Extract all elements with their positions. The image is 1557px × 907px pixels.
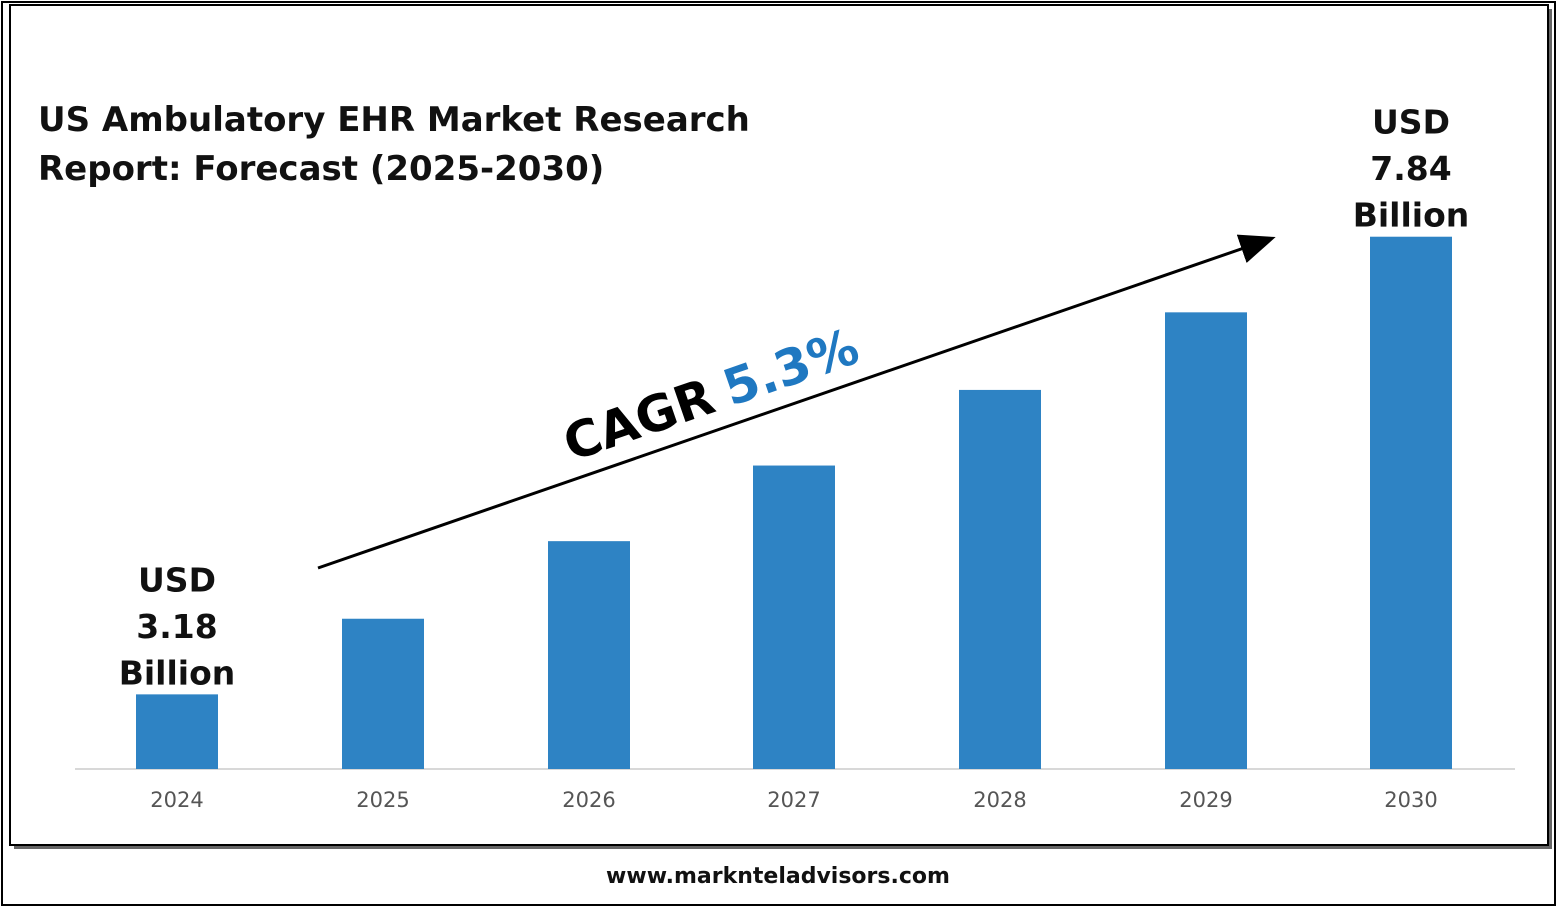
footer: www.marknteladvisors.com — [606, 864, 950, 889]
trend-arrow — [317, 234, 1276, 570]
x-tick-label: 2026 — [562, 788, 615, 812]
bar — [1165, 312, 1247, 769]
x-tick-label: 2029 — [1179, 788, 1232, 812]
bar — [753, 465, 835, 769]
bar — [959, 389, 1041, 769]
value-label: USD 3.18 Billion — [119, 560, 236, 692]
x-tick-label: 2030 — [1384, 788, 1437, 812]
bar — [548, 541, 630, 769]
chart-title: US Ambulatory EHR Market Research Report… — [38, 100, 750, 189]
bar — [136, 694, 218, 769]
x-tick-label: 2025 — [356, 788, 409, 812]
x-tick-label: 2024 — [150, 788, 203, 812]
x-tick-label: 2028 — [973, 788, 1026, 812]
x-tick-label: 2027 — [767, 788, 820, 812]
bar — [1370, 236, 1452, 769]
bar — [342, 618, 424, 769]
value-label: USD 7.84 Billion — [1353, 102, 1470, 234]
